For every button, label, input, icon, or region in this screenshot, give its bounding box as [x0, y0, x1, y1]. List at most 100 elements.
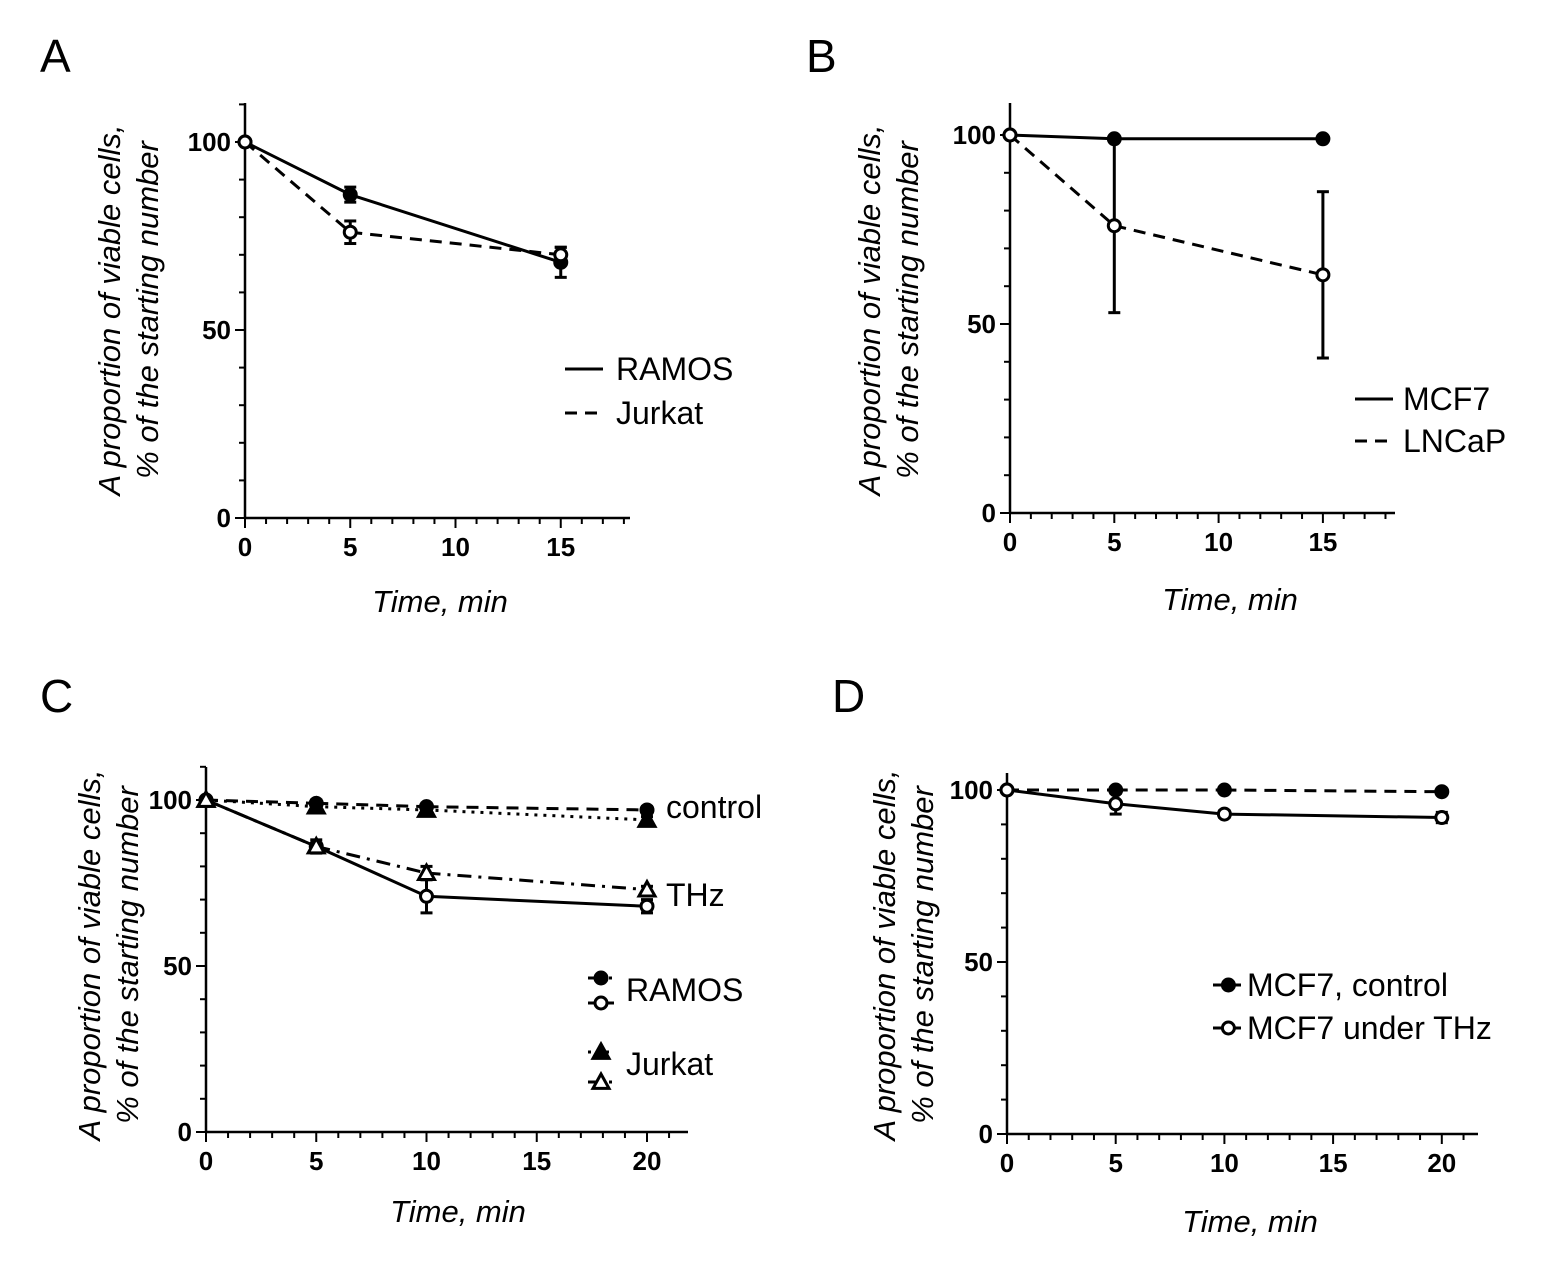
legend-marker	[1220, 977, 1236, 993]
series-jurkat-thz	[195, 788, 658, 898]
chart-panel-d: D 0 5 10 15 20 0 50 100 Time, min A proportion of …	[832, 670, 1492, 1239]
x-tick-label: 5	[309, 1146, 323, 1176]
series-line-segment	[426, 805, 648, 812]
x-tick-label: 5	[1107, 527, 1121, 557]
legend-marker	[593, 970, 609, 986]
x-tick-label: 5	[343, 532, 357, 562]
chart-panel-c: C 0 5 10 15 20 0 50 100 Time, min A proportion of …	[40, 670, 762, 1229]
series-line-segment	[315, 845, 428, 898]
data-point	[415, 861, 438, 881]
data-point	[1106, 218, 1122, 234]
x-tick-label: 0	[1003, 527, 1017, 557]
data-point	[342, 187, 358, 203]
y-axis-title-line: A proportion of viable cells,	[72, 769, 107, 1142]
x-tick-label: 20	[1427, 1148, 1456, 1178]
data-point	[1216, 782, 1232, 798]
x-axis-title: Time, min	[1182, 1204, 1318, 1239]
x-tick-label: 15	[1308, 527, 1337, 557]
annotation-control: control	[666, 789, 762, 825]
x-axis-title: Time, min	[1162, 582, 1298, 617]
x-tick-label: 10	[1204, 527, 1233, 557]
y-axis-title-line: % of the starting number	[130, 139, 165, 478]
chart-panel-a: A 0 5 10 15 0 50 100 Time, min A proportion of vi…	[40, 30, 733, 619]
y-axis-title: A proportion of viable cells,% of the st…	[867, 769, 940, 1142]
y-tick-label: 100	[950, 775, 993, 805]
series-lncap	[1002, 127, 1331, 360]
x-tick-label: 0	[238, 532, 252, 562]
legend-label: MCF7 under THz	[1247, 1010, 1492, 1046]
legend-label: MCF7	[1403, 381, 1490, 417]
series-line-segment	[315, 845, 427, 875]
y-tick-label: 0	[217, 503, 231, 533]
x-tick-label: 20	[633, 1146, 662, 1176]
data-point	[639, 898, 655, 914]
x-tick-label: 15	[546, 532, 575, 562]
series-mcf7-under-thz	[999, 782, 1450, 826]
series-line-segment	[1009, 133, 1115, 141]
series-line-segment	[1006, 788, 1116, 806]
series-line-segment	[1224, 788, 1442, 794]
legend-marker	[1220, 1020, 1236, 1036]
data-point	[415, 798, 438, 818]
data-point	[419, 888, 434, 904]
data-point	[1108, 796, 1124, 812]
legend-label: RAMOS	[616, 351, 733, 387]
y-tick-label: 0	[979, 1119, 993, 1149]
legend-marker	[590, 1040, 612, 1060]
series-line-segment	[1113, 224, 1324, 277]
annotation-thz: THz	[666, 877, 725, 913]
series-line-segment	[426, 871, 648, 892]
y-tick-label: 0	[982, 498, 996, 528]
series-line-segment	[316, 805, 427, 812]
series-line-segment	[426, 894, 648, 908]
series-jurkat	[237, 134, 569, 264]
x-tick-label: 10	[441, 532, 470, 562]
legend: RAMOS Jurkat	[588, 970, 743, 1090]
series-line-segment	[316, 801, 427, 809]
series-mcf7-control	[999, 782, 1450, 800]
data-point	[1434, 784, 1450, 800]
y-axis-title: A proportion of viable cells,% of the st…	[852, 124, 925, 497]
legend-label: Jurkat	[626, 1046, 713, 1082]
data-point	[999, 782, 1015, 798]
panel-letter: C	[40, 670, 73, 722]
y-axis-title-line: A proportion of viable cells,	[867, 769, 902, 1142]
y-axis-title: A proportion of viable cells,% of the st…	[72, 769, 145, 1142]
series-mcf7	[1002, 127, 1331, 147]
y-tick-label: 100	[953, 120, 996, 150]
legend-label: RAMOS	[626, 972, 743, 1008]
series-line-segment	[349, 193, 562, 264]
data-point	[342, 224, 358, 240]
y-axis-title-line: % of the starting number	[905, 784, 940, 1123]
legend: MCF7, control MCF7 under THz	[1213, 967, 1492, 1046]
series-jurkat-control	[195, 788, 658, 828]
x-tick-label: 0	[199, 1146, 213, 1176]
y-axis-title: A proportion of viable cells,% of the st…	[92, 124, 165, 497]
data-point	[636, 878, 658, 898]
series-line-segment	[1009, 133, 1116, 227]
panel-letter: B	[806, 30, 837, 82]
data-point	[553, 247, 569, 263]
data-point	[237, 134, 253, 150]
x-tick-label: 10	[1210, 1148, 1239, 1178]
data-point	[1315, 131, 1331, 147]
x-axis-title: Time, min	[372, 584, 508, 619]
legend-label: Jurkat	[616, 395, 703, 431]
x-tick-label: 15	[522, 1146, 551, 1176]
y-tick-label: 100	[149, 785, 192, 815]
series-line-segment	[244, 140, 352, 234]
legend-marker	[590, 1070, 612, 1090]
series-line-segment	[1115, 802, 1225, 816]
data-point	[1434, 810, 1450, 826]
legend: MCF7 LNCaP	[1355, 381, 1506, 459]
data-point	[305, 835, 327, 855]
y-tick-label: 50	[163, 951, 192, 981]
data-point	[636, 808, 658, 828]
x-tick-label: 10	[412, 1146, 441, 1176]
legend: RAMOS Jurkat	[565, 351, 733, 431]
series-line-segment	[1224, 812, 1442, 820]
data-point	[305, 795, 327, 815]
panel-letter: A	[40, 30, 71, 82]
x-axis-title: Time, min	[390, 1194, 526, 1229]
